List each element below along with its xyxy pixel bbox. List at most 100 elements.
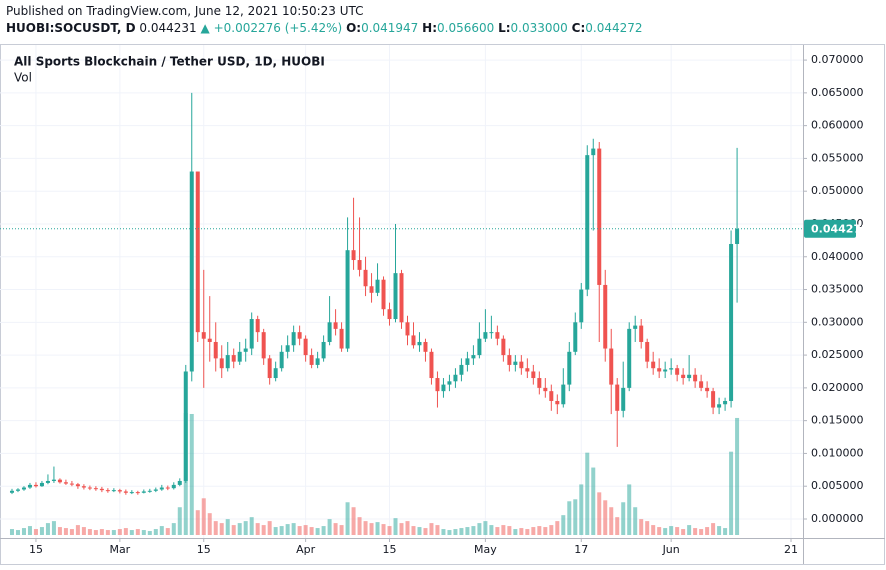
y-tick-label: 0.010000: [811, 446, 864, 459]
volume-bar: [135, 529, 140, 535]
volume-bar: [315, 528, 320, 535]
volume-bar: [723, 528, 728, 535]
volume-bar: [711, 523, 716, 535]
candle-body: [375, 279, 380, 293]
volume-bar: [171, 523, 176, 535]
candle-body: [333, 322, 338, 329]
volume-bar: [675, 527, 680, 535]
volume-bar: [243, 521, 248, 535]
volume-bar: [63, 528, 68, 535]
volume-bar: [327, 519, 332, 535]
volume-bar: [81, 527, 86, 535]
high-value: 0.056600: [437, 21, 495, 35]
volume-bar: [27, 526, 32, 535]
volume-bar: [483, 521, 488, 535]
volume-bar: [513, 529, 518, 535]
candle-body: [255, 319, 260, 333]
candle-body: [705, 387, 710, 392]
candle-body: [423, 341, 428, 352]
volume-bar: [339, 525, 344, 535]
candle-body: [33, 484, 38, 487]
candle-body: [591, 148, 596, 156]
open-value: 0.041947: [361, 21, 419, 35]
candle-body: [87, 487, 92, 489]
volume-bar: [423, 528, 428, 535]
y-tick-label: 0.060000: [811, 119, 864, 132]
close-label: C:: [571, 21, 586, 35]
volume-bar: [177, 507, 182, 535]
candle-body: [699, 381, 704, 388]
candle-body: [723, 400, 728, 405]
candle-body: [129, 492, 134, 494]
candle-body: [651, 361, 656, 369]
volume-bar: [567, 501, 572, 535]
candle-body: [183, 371, 188, 481]
volume-bar: [93, 530, 98, 535]
candle-body: [597, 148, 602, 285]
candle-body: [621, 387, 626, 411]
candle-body: [729, 243, 734, 401]
candle-body: [489, 332, 494, 334]
candle-body: [441, 384, 446, 392]
candle-body: [363, 269, 368, 287]
volume-bar: [717, 526, 722, 535]
volume-bar: [255, 523, 260, 535]
volume-bar: [189, 413, 194, 535]
volume-bar: [249, 517, 254, 535]
candle-body: [549, 391, 554, 401]
x-tick-label: 15: [197, 543, 211, 556]
candle-body: [21, 487, 26, 490]
candle-body: [429, 351, 434, 379]
volume-bar: [333, 523, 338, 535]
volume-bar: [537, 526, 542, 535]
candle-body: [417, 341, 422, 346]
volume-bar: [501, 525, 506, 535]
volume-bar: [453, 529, 458, 535]
candle-body: [153, 489, 158, 491]
candle-body: [315, 358, 320, 365]
volume-bar: [273, 527, 278, 535]
candle-body: [573, 322, 578, 352]
volume-bar: [225, 519, 230, 535]
candle-body: [537, 378, 542, 388]
volume-bar: [519, 528, 524, 535]
candle-body: [531, 371, 536, 379]
volume-bar: [237, 523, 242, 535]
candle-body: [711, 391, 716, 408]
candle-body: [279, 351, 284, 369]
volume-bar: [591, 467, 596, 535]
volume-label: Vol: [14, 71, 32, 85]
volume-bar: [561, 515, 566, 535]
ohlc-header: HUOBI:SOCUSDT, D 0.044231 ▲ +0.002276 (+…: [6, 21, 643, 35]
volume-bar: [279, 526, 284, 535]
volume-bar: [489, 525, 494, 535]
x-tick-label: May: [474, 543, 497, 556]
candle-body: [63, 482, 68, 484]
candle-body: [261, 332, 266, 359]
candle-body: [477, 338, 482, 356]
volume-bar: [573, 499, 578, 535]
volume-bar: [465, 527, 470, 535]
candle-body: [393, 273, 398, 320]
candle-body: [435, 378, 440, 392]
x-tick-label: 15: [383, 543, 397, 556]
volume-bar: [399, 523, 404, 535]
candle-body: [249, 319, 254, 349]
x-tick-label: 17: [574, 543, 588, 556]
y-tick-label: 0.065000: [811, 86, 864, 99]
volume-bar: [15, 530, 20, 535]
volume-bar: [615, 517, 620, 535]
volume-bar: [105, 530, 110, 535]
volume-bar: [681, 529, 686, 535]
candle-body: [177, 480, 182, 485]
candle-body: [609, 348, 614, 385]
candle-body: [693, 374, 698, 382]
candle-body: [405, 322, 410, 336]
candle-body: [525, 368, 530, 372]
volume-bar: [459, 528, 464, 535]
candle-body: [495, 332, 500, 339]
open-label: O:: [346, 21, 362, 35]
volume-bar: [525, 529, 530, 535]
y-tick-label: 0.050000: [811, 184, 864, 197]
